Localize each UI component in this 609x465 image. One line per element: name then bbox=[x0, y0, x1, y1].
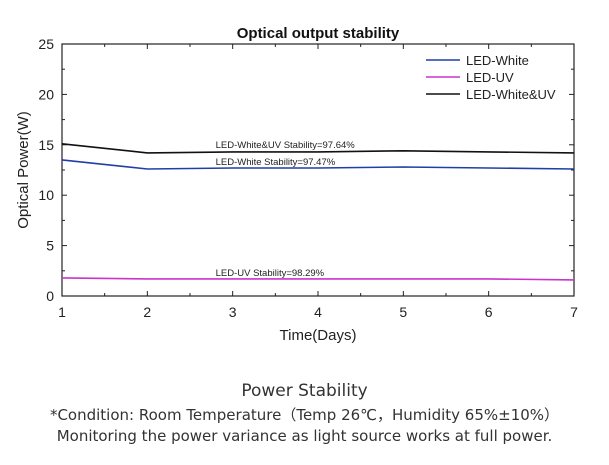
line-chart: Optical output stability 1 2 3 4 5 6 7 0 5 10 15 20 2… bbox=[15, 25, 578, 344]
x-axis-label: Time(Days) bbox=[280, 327, 357, 344]
legend-label: LED-White bbox=[466, 53, 529, 68]
series-line-led-uv bbox=[61, 277, 575, 281]
legend-label: LED-White&UV bbox=[466, 87, 556, 102]
series-line-led-white-uv bbox=[61, 143, 575, 154]
caption-condition: *Condition: Room Temperature（Temp 26℃，Hu… bbox=[49, 406, 560, 424]
y-tick-label: 10 bbox=[38, 187, 54, 203]
y-tick-label: 20 bbox=[38, 86, 54, 102]
chart-title: Optical output stability bbox=[237, 25, 400, 42]
x-tick-label: 3 bbox=[229, 304, 237, 320]
series-line-led-white bbox=[61, 159, 575, 170]
x-tick-label: 6 bbox=[485, 304, 493, 320]
stability-annotation: LED-White Stability=97.47% bbox=[216, 157, 336, 168]
y-tick-label: 25 bbox=[38, 36, 54, 52]
caption-description: Monitoring the power variance as light s… bbox=[56, 427, 553, 445]
y-axis-label: Optical Power(W) bbox=[15, 111, 32, 229]
y-tick-label: 15 bbox=[38, 137, 54, 153]
stability-annotation: LED-White&UV Stability=97.64% bbox=[216, 140, 356, 151]
x-tick-label: 4 bbox=[314, 304, 322, 320]
y-tick-label: 0 bbox=[46, 288, 54, 304]
y-tick-label: 5 bbox=[46, 238, 54, 254]
caption-title: Power Stability bbox=[241, 381, 368, 401]
stability-annotation: LED-UV Stability=98.29% bbox=[216, 268, 325, 279]
x-tick-label: 5 bbox=[399, 304, 407, 320]
x-tick-label: 2 bbox=[143, 304, 151, 320]
x-tick-label: 1 bbox=[58, 304, 66, 320]
x-tick-label: 7 bbox=[570, 304, 578, 320]
legend-label: LED-UV bbox=[466, 70, 514, 85]
